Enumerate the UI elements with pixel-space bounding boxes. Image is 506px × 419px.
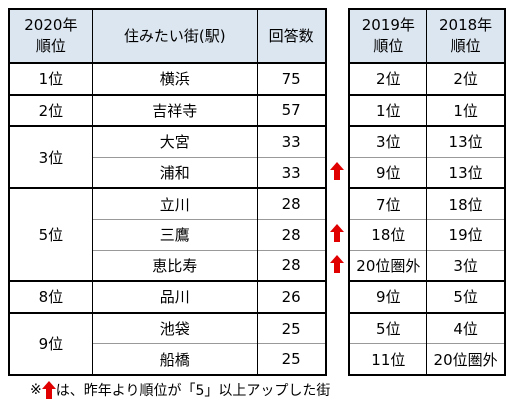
votes-cell: 33 [256,125,327,158]
arrow-cell [325,63,350,95]
arrow-cell [325,157,350,189]
votes-cell: 26 [256,280,327,313]
header-row: 2020年順位 住みたい街(駅) 回答数 2019年順位 2018年順位 [7,8,506,64]
arrow-cell [325,219,350,251]
table-row: 浦和 33 9位 13位 [9,156,506,189]
rank-2018-cell: 18位 [426,187,506,220]
station-cell: 池袋 [91,311,258,344]
rank-2019-cell: 20位圏外 [348,249,428,282]
rank-2019-cell: 2位 [348,62,428,95]
rank-cell: 3位 [7,125,93,190]
votes-cell: 25 [256,311,327,344]
rank-cell: 5位 [7,187,93,283]
table-row: 1位 横浜 75 2位 2位 [7,62,506,96]
arrow-cell [325,126,350,158]
header-cell: 住みたい街(駅) [91,8,258,64]
votes-cell: 28 [256,187,327,220]
station-cell: 三鷹 [91,218,258,251]
up-arrow [330,161,345,180]
up-arrow [330,223,345,242]
table-row: 3位 大宮 33 3位 13位 [7,125,506,190]
up-arrow-shape [330,161,345,180]
rank-cell: 8位 [7,280,93,314]
votes-cell: 33 [256,156,327,189]
votes-cell: 75 [256,62,327,95]
table-row: 5位 立川 28 7位 18位 [7,187,506,283]
rank-2018-cell: 1位 [426,93,506,127]
rank-2018-cell: 4位 [426,311,506,344]
up-arrow-shape [330,223,345,242]
station-cell: 恵比寿 [91,249,258,282]
header-text: 順位 [450,37,481,55]
station-cell: 立川 [91,187,258,220]
rank-2019-cell: 11位 [348,343,428,376]
header-text: 順位 [35,37,66,55]
station-cell: 吉祥寺 [91,93,258,127]
footnote-text: は、昨年より順位が「5」以上アップした街 [55,383,331,399]
header-text: 順位 [373,37,404,55]
votes-cell: 57 [256,93,327,127]
station-cell: 大宮 [91,125,258,158]
table-row: 恵比寿 28 20位圏外 3位 [9,249,506,282]
rank-cell: 1位 [7,62,93,96]
rank-2018-cell: 13位 [426,125,506,158]
rank-2019-cell: 18位 [348,218,428,251]
rank-2019-cell: 7位 [348,187,428,220]
arrow-cell [325,312,350,344]
votes-cell: 28 [256,218,327,251]
spacer [325,9,350,63]
rank-2019-cell: 3位 [348,125,428,158]
arrow-cell [325,343,350,375]
station-cell: 浦和 [91,156,258,189]
rank-cell: 9位 [7,311,93,376]
rank-2019-cell: 5位 [348,311,428,344]
up-arrow [330,254,345,273]
up-arrow-icon [41,381,56,399]
header-cell: 回答数 [256,8,327,64]
rank-2019-cell: 9位 [348,156,428,189]
table-row: 船橋 25 11位 20位圏外 [9,343,506,376]
footnote: ※ は、昨年より順位が「5」以上アップした街 [30,380,330,400]
votes-cell: 25 [256,343,327,376]
table-body: 1位 横浜 75 2位 2位 2位 吉祥寺 57 1位 1位 3位 大宮 33 3位 13位 浦和 33 9位 13… [7,62,506,376]
rank-2019-cell: 1位 [348,93,428,127]
rank-2019-cell: 9位 [348,280,428,313]
station-cell: 品川 [91,280,258,313]
arrow-cell [325,94,350,127]
header-cell: 2020年順位 [7,8,93,64]
arrow-cell [325,250,350,282]
votes-cell: 28 [256,249,327,282]
up-arrow-shape [330,254,345,273]
header-text: 2020年 [24,16,78,34]
header-cell: 2018年順位 [426,8,506,64]
rank-cell: 2位 [7,93,93,128]
table-row: 8位 品川 26 9位 5位 [7,280,506,314]
station-cell: 船橋 [91,343,258,376]
table-row: 9位 池袋 25 5位 4位 [7,311,506,376]
arrow-cell [325,281,350,313]
rank-2018-cell: 3位 [426,249,506,282]
table-row: 三鷹 28 18位 19位 [9,218,506,251]
station-cell: 横浜 [91,62,258,95]
footnote-mark: ※ [30,382,42,398]
rank-2018-cell: 2位 [426,62,506,95]
rank-2018-cell: 13位 [426,156,506,189]
ranking-table: 2020年 順位 住みたい街(駅) 回答数 2019年 順位 2018年 順位 1位横… [7,8,506,376]
header-cell: 2019年順位 [348,8,428,64]
arrow-cell [325,188,350,220]
rank-2018-cell: 19位 [426,218,506,251]
rank-2018-cell: 20位圏外 [426,343,506,376]
header-text: 2019年 [361,16,415,34]
rank-2018-cell: 5位 [426,280,506,313]
header-text: 2018年 [439,16,493,34]
table-row: 2位 吉祥寺 57 1位 1位 [7,93,506,128]
